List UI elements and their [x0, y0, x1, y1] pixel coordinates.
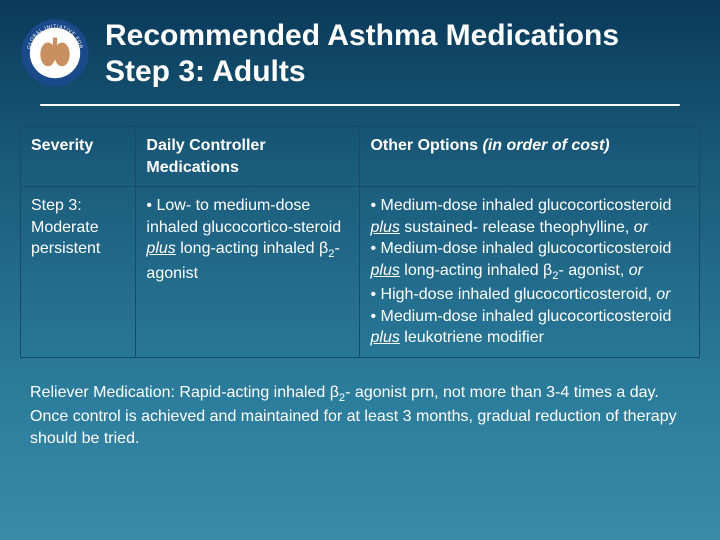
medications-table: Severity Daily Controller Medications Ot…	[20, 126, 700, 358]
table-row: Step 3: Moderate persistent • Low- to me…	[21, 187, 700, 358]
divider	[40, 104, 680, 106]
cell-other: • Medium-dose inhaled glucocorticosteroi…	[360, 187, 700, 358]
title-block: Recommended Asthma Medications Step 3: A…	[105, 18, 700, 90]
footer-note: Reliever Medication: Rapid-acting inhale…	[30, 382, 690, 449]
header-other-prefix: Other Options	[370, 137, 482, 154]
header-other: Other Options (in order of cost)	[360, 127, 700, 187]
title-line-2: Step 3: Adults	[105, 54, 700, 90]
table-header-row: Severity Daily Controller Medications Ot…	[21, 127, 700, 187]
cell-daily: • Low- to medium-dose inhaled glucocorti…	[136, 187, 360, 358]
header-daily: Daily Controller Medications	[136, 127, 360, 187]
gina-logo: GLOBAL INITIATIVE FOR ASTHMA	[20, 18, 90, 88]
lungs-globe-icon: GLOBAL INITIATIVE FOR ASTHMA	[20, 18, 90, 88]
title-line-1: Recommended Asthma Medications	[105, 18, 700, 54]
severity-label: Moderate persistent	[31, 217, 125, 260]
header-severity: Severity	[21, 127, 136, 187]
header-other-italic: (in order of cost)	[482, 137, 609, 154]
severity-step: Step 3:	[31, 195, 125, 217]
cell-severity: Step 3: Moderate persistent	[21, 187, 136, 358]
header: GLOBAL INITIATIVE FOR ASTHMA Recommended…	[0, 0, 720, 90]
